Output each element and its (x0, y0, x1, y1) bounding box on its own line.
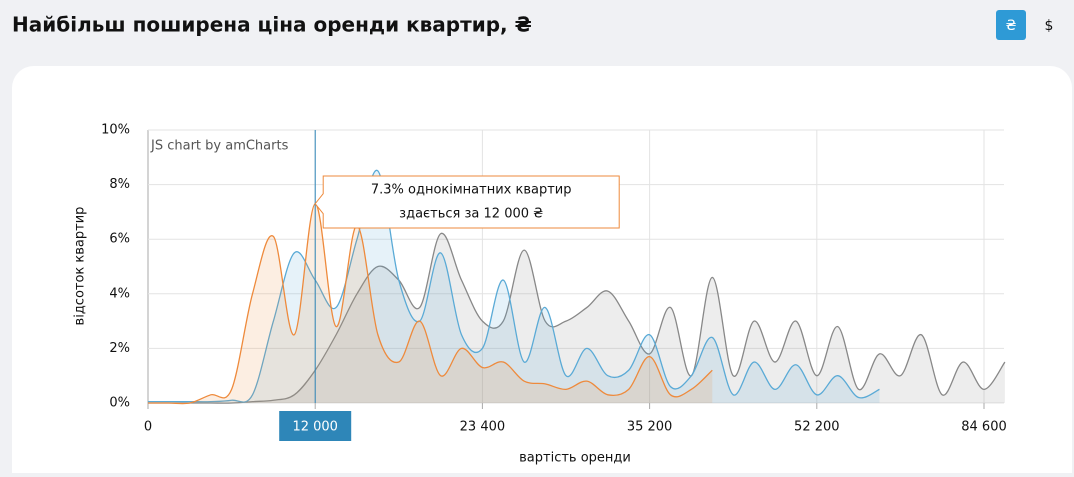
y-tick-label: 8% (109, 177, 130, 192)
tooltip-text: 7.3% однокімнатних квартир (371, 183, 572, 198)
area-line (148, 169, 880, 403)
tooltip-box (314, 175, 620, 229)
cursor-label-bg (279, 411, 352, 441)
x-tick-label: 52 200 (794, 420, 840, 435)
page-title: Найбільш поширена ціна оренди квартир, ₴ (12, 13, 532, 37)
x-tick-label: 23 400 (460, 420, 506, 435)
currency-button[interactable] (996, 10, 1026, 40)
cursor-label: 12 000 (292, 420, 338, 435)
y-axis-label: відсоток квартир (73, 207, 88, 326)
area-line (148, 203, 713, 405)
area-line (148, 233, 1006, 404)
credit: JS chart by amCharts (150, 139, 289, 154)
tooltip-text: здається за 12 000 ₴ (399, 207, 543, 222)
x-axis-label: вартість оренди (519, 451, 631, 466)
currency-label[interactable]: ₴ (1006, 18, 1017, 34)
y-tick-label: 4% (109, 286, 130, 301)
y-tick-label: 2% (109, 341, 130, 356)
x-tick-label: 35 200 (627, 420, 673, 435)
card (12, 66, 1072, 477)
y-tick-label: 0% (109, 396, 130, 411)
area-fill (148, 233, 1005, 404)
y-tick-label: 6% (109, 232, 130, 247)
currency-label[interactable]: $ (1045, 18, 1054, 34)
area-fill (148, 170, 880, 403)
y-tick-label: 10% (101, 123, 130, 138)
x-tick-label: 84 600 (961, 420, 1007, 435)
x-tick-label: 0 (144, 420, 152, 435)
area-fill (148, 203, 713, 404)
